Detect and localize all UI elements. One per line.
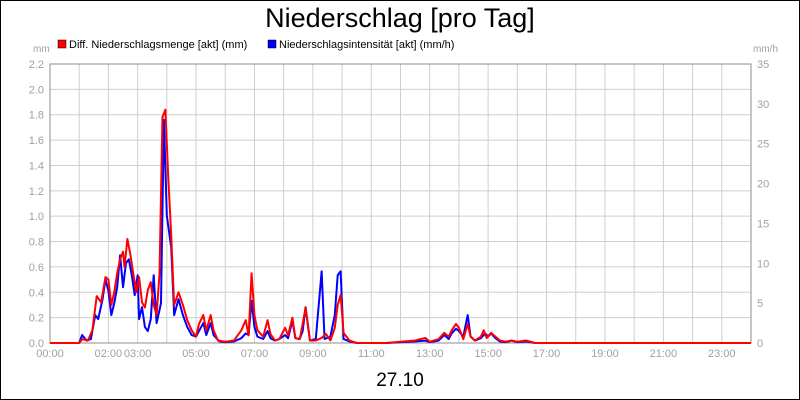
x-tick-label: 07:00 bbox=[241, 348, 269, 360]
y-left-tick-label: 1.0 bbox=[29, 211, 44, 223]
y-right-tick-label: 30 bbox=[757, 99, 769, 111]
y-right-tick-label: 5 bbox=[757, 298, 763, 310]
series-line-niederschlagsmenge bbox=[50, 108, 751, 344]
x-axis: 00:00 02:00 03:00 05:00 07:00 09:00 11:00 13:00… bbox=[36, 348, 735, 360]
y-right-tick-label: 35 bbox=[757, 59, 769, 71]
legend-swatch-blue bbox=[267, 39, 277, 49]
date-label: 27.10 bbox=[376, 370, 424, 391]
x-tick-label: 21:00 bbox=[650, 348, 678, 360]
y-left-tick-label: 0.8 bbox=[29, 237, 44, 249]
y-right-tick-label: 25 bbox=[757, 139, 769, 151]
x-tick-label: 03:00 bbox=[124, 348, 152, 360]
y-left-tick-label: 1.4 bbox=[29, 160, 44, 172]
y-left-tick-label: 0.2 bbox=[29, 313, 44, 325]
y-left-tick-label: 2.0 bbox=[29, 84, 44, 96]
series-line-niederschlagsintensitaet bbox=[50, 118, 751, 344]
x-tick-label: 13:00 bbox=[416, 348, 444, 360]
y-right-tick-label: 0 bbox=[757, 338, 763, 350]
y-left-tick-label: 0.4 bbox=[29, 287, 44, 299]
x-tick-label: 19:00 bbox=[591, 348, 619, 360]
y-left-axis: 0.0 0.2 0.4 0.6 0.8 1.0 1.2 1.4 1.6 1.8 2.0 2.2 bbox=[29, 59, 44, 350]
x-tick-label: 00:00 bbox=[36, 348, 64, 360]
x-tick-label: 09:00 bbox=[299, 348, 327, 360]
x-tick-label: 11:00 bbox=[358, 348, 385, 360]
x-tick-label: 02:00 bbox=[95, 348, 123, 360]
y-left-tick-label: 1.8 bbox=[29, 110, 44, 122]
legend-label-blue: Niederschlagsintensität [akt] (mm/h) bbox=[279, 39, 454, 51]
y-left-tick-label: 1.2 bbox=[29, 186, 44, 198]
x-tick-label: 15:00 bbox=[474, 348, 502, 360]
series-layer bbox=[50, 108, 751, 344]
y-right-tick-label: 15 bbox=[757, 218, 769, 230]
grid bbox=[50, 64, 751, 343]
legend-label-red: Diff. Niederschlagsmenge [akt] (mm) bbox=[69, 39, 247, 51]
y-right-unit: mm/h bbox=[753, 44, 778, 55]
y-left-tick-label: 2.2 bbox=[29, 59, 44, 71]
y-left-unit: mm bbox=[33, 44, 50, 55]
chart-title: Niederschlag [pro Tag] bbox=[265, 3, 535, 33]
y-left-tick-label: 0.6 bbox=[29, 262, 44, 274]
y-left-tick-label: 1.6 bbox=[29, 135, 44, 147]
x-tick-label: 05:00 bbox=[182, 348, 210, 360]
y-right-tick-label: 10 bbox=[757, 258, 769, 270]
legend-swatch-red bbox=[57, 39, 67, 49]
x-tick-label: 23:00 bbox=[708, 348, 736, 360]
x-tick-label: 17:00 bbox=[533, 348, 561, 360]
y-right-tick-label: 20 bbox=[757, 179, 769, 191]
legend: Diff. Niederschlagsmenge [akt] (mm) Nied… bbox=[57, 39, 454, 51]
y-left-tick-label: 0.0 bbox=[29, 338, 44, 350]
y-right-axis: 0 5 10 15 20 25 30 35 bbox=[757, 59, 769, 350]
